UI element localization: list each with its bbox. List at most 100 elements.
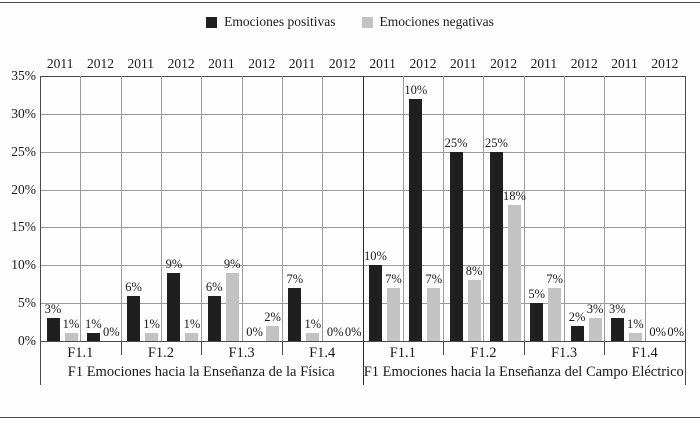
gridline-vertical (443, 76, 445, 341)
gridline-vertical (201, 76, 203, 341)
year-label: 2012 (409, 56, 437, 71)
y-axis-tick-label: 10% (11, 257, 36, 273)
bar-value-label: 3% (44, 302, 62, 317)
group-label: F1 Emociones hacia la Enseñanza del Camp… (363, 364, 684, 380)
bar-negative (64, 333, 78, 341)
category-label: F1.1 (389, 345, 416, 361)
category-tick (120, 341, 122, 355)
legend-item-positivas: Emociones positivas (206, 14, 336, 30)
bar-value-label: 18% (502, 188, 526, 203)
gridline-vertical (281, 76, 283, 341)
bar-value-label: 3% (609, 302, 626, 317)
year-label: 2012 (248, 56, 276, 71)
bar-value-label: 9% (165, 256, 183, 271)
bar-negative (548, 288, 562, 341)
gridline-vertical (644, 76, 646, 341)
plot-side-border (40, 76, 41, 385)
plot-side-border (685, 76, 686, 385)
bar-value-label: 9% (223, 256, 241, 271)
gridline-vertical (160, 76, 162, 341)
bar-value-label: 25% (444, 135, 468, 150)
bar-positive (288, 288, 302, 341)
bar-positive (207, 295, 221, 341)
bar-value-label: 3% (586, 302, 604, 317)
year-label: 2011 (530, 56, 558, 71)
category-label: F1.2 (147, 345, 175, 361)
gridline-vertical (120, 76, 122, 341)
year-label: 2011 (611, 56, 638, 71)
chart-legend: Emociones positivas Emociones negativas (0, 14, 700, 30)
bar-negative (387, 288, 400, 341)
year-label: 2011 (288, 56, 316, 71)
bar-value-label: 1% (84, 317, 102, 332)
category-tick (523, 341, 525, 355)
gridline-vertical (523, 76, 525, 341)
bar-positive (127, 295, 141, 341)
year-label: 2012 (328, 56, 356, 71)
bar-value-label: 1% (62, 317, 80, 332)
figure-top-rule (0, 2, 700, 3)
bar-value-label: 10% (364, 249, 387, 264)
y-axis-tick-label: 5% (18, 295, 36, 311)
legend-swatch-negativas-icon (361, 16, 373, 28)
bar-positive (530, 303, 544, 341)
figure-bottom-rule (0, 417, 700, 418)
year-label: 2012 (651, 56, 679, 71)
bar-value-label: 1% (627, 317, 644, 332)
gridline-vertical (322, 76, 324, 341)
bar-value-label: 0% (102, 325, 120, 339)
category-label: F1.1 (67, 345, 94, 361)
bar-value-label: 8% (465, 264, 483, 279)
gridline-vertical (402, 76, 404, 341)
bar-value-label: 1% (143, 317, 160, 332)
category-label: F1.3 (550, 345, 578, 361)
bar-value-label: 6% (125, 279, 142, 294)
gridline-vertical (483, 76, 485, 341)
bar-negative (306, 333, 320, 341)
category-tick (281, 341, 283, 355)
bar-value-label: 6% (205, 279, 223, 294)
category-tick (443, 341, 445, 355)
bar-positive (86, 333, 100, 341)
bar-positive (570, 325, 584, 341)
bar-negative (145, 333, 159, 341)
category-label: F1.4 (309, 345, 336, 361)
year-label: 2011 (369, 56, 396, 71)
bar-value-label: 0% (246, 325, 263, 339)
bar-negative (225, 272, 239, 341)
gridline-vertical (241, 76, 243, 341)
bar-value-label: 0% (344, 325, 362, 339)
bar-value-label: 7% (546, 272, 564, 286)
year-label: 2011 (208, 56, 235, 71)
bar-value-label: 25% (484, 135, 508, 150)
y-axis-tick-label: 0% (18, 333, 36, 348)
y-axis-tick-label: 35% (11, 68, 36, 83)
bar-negative (588, 318, 602, 341)
category-tick (201, 341, 203, 355)
y-axis-tick-label: 20% (11, 181, 36, 197)
bar-positive (46, 318, 60, 341)
bar-value-label: 7% (286, 272, 304, 286)
bar-positive (409, 98, 423, 341)
bar-positive (449, 151, 463, 341)
bar-negative (185, 333, 199, 341)
year-label: 2012 (86, 56, 114, 71)
bar-positive (369, 265, 382, 341)
bar-value-label: 0% (326, 325, 344, 339)
gridline-vertical (80, 76, 82, 341)
gridline-vertical (564, 76, 566, 341)
bar-negative (266, 325, 280, 341)
bar-negative (427, 288, 441, 341)
category-label: F1.3 (228, 345, 255, 361)
legend-label-negativas: Emociones negativas (379, 14, 494, 29)
bar-positive (610, 318, 624, 341)
legend-swatch-positivas-icon (206, 16, 218, 28)
category-label: F1.2 (470, 345, 497, 361)
y-axis-tick-label: 30% (11, 105, 36, 121)
category-tick (604, 341, 606, 355)
bar-negative (628, 333, 642, 341)
gridline-vertical (604, 76, 606, 341)
bar-positive (167, 272, 181, 341)
bar-negative (467, 280, 481, 341)
